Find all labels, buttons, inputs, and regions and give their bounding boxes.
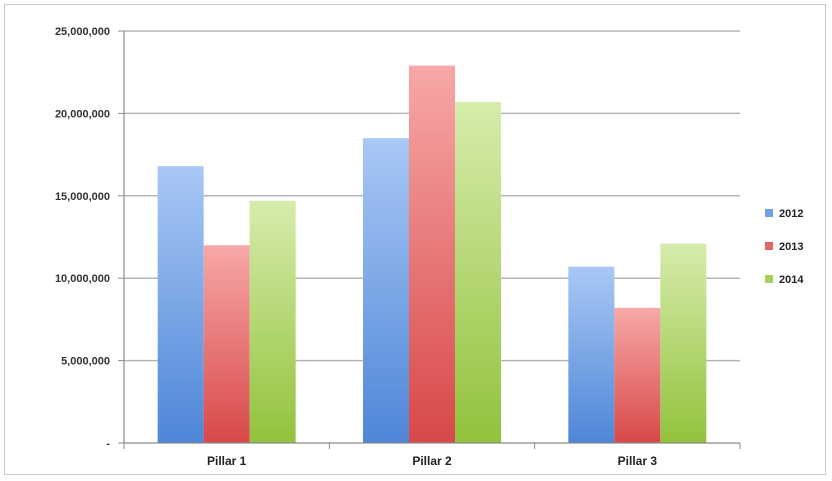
y-tick-label: 10,000,000	[55, 273, 110, 285]
bar-2014-pillar-3	[660, 243, 707, 443]
bar-2013-pillar-1	[203, 245, 250, 443]
bar-2014-pillar-2	[455, 101, 501, 443]
legend-swatch-2013	[765, 242, 773, 250]
y-tick-label: 5,000,000	[61, 356, 110, 368]
legend-swatch-2014	[765, 275, 773, 283]
bar-2012-pillar-2	[363, 138, 409, 443]
x-axis-ticks: Pillar 1 Pillar 2 Pillar 3	[123, 443, 741, 468]
y-tick-label: 20,000,000	[55, 108, 110, 120]
bar-2012-pillar-3	[568, 266, 615, 443]
bar-2012-pillar-1	[157, 166, 204, 444]
y-axis-ticks: - 5,000,000 10,000,000 15,000,000 20,000,000…	[55, 26, 124, 450]
legend: 2012 2013 2014	[765, 208, 804, 286]
bars	[157, 65, 707, 444]
y-tick-label: 25,000,000	[55, 26, 110, 38]
legend-label-2012: 2012	[779, 208, 803, 220]
axes	[123, 31, 740, 444]
legend-label-2014: 2014	[779, 274, 804, 286]
x-tick-label: Pillar 2	[412, 454, 452, 468]
x-tick-label: Pillar 3	[618, 454, 658, 468]
y-tick-label: -	[106, 438, 110, 450]
bar-2014-pillar-1	[249, 200, 296, 443]
legend-swatch-2012	[765, 209, 773, 217]
bar-2013-pillar-2	[409, 65, 455, 443]
x-tick-label: Pillar 1	[207, 454, 247, 468]
bar-2013-pillar-3	[614, 307, 661, 443]
legend-label-2013: 2013	[779, 241, 803, 253]
y-tick-label: 15,000,000	[55, 191, 110, 203]
